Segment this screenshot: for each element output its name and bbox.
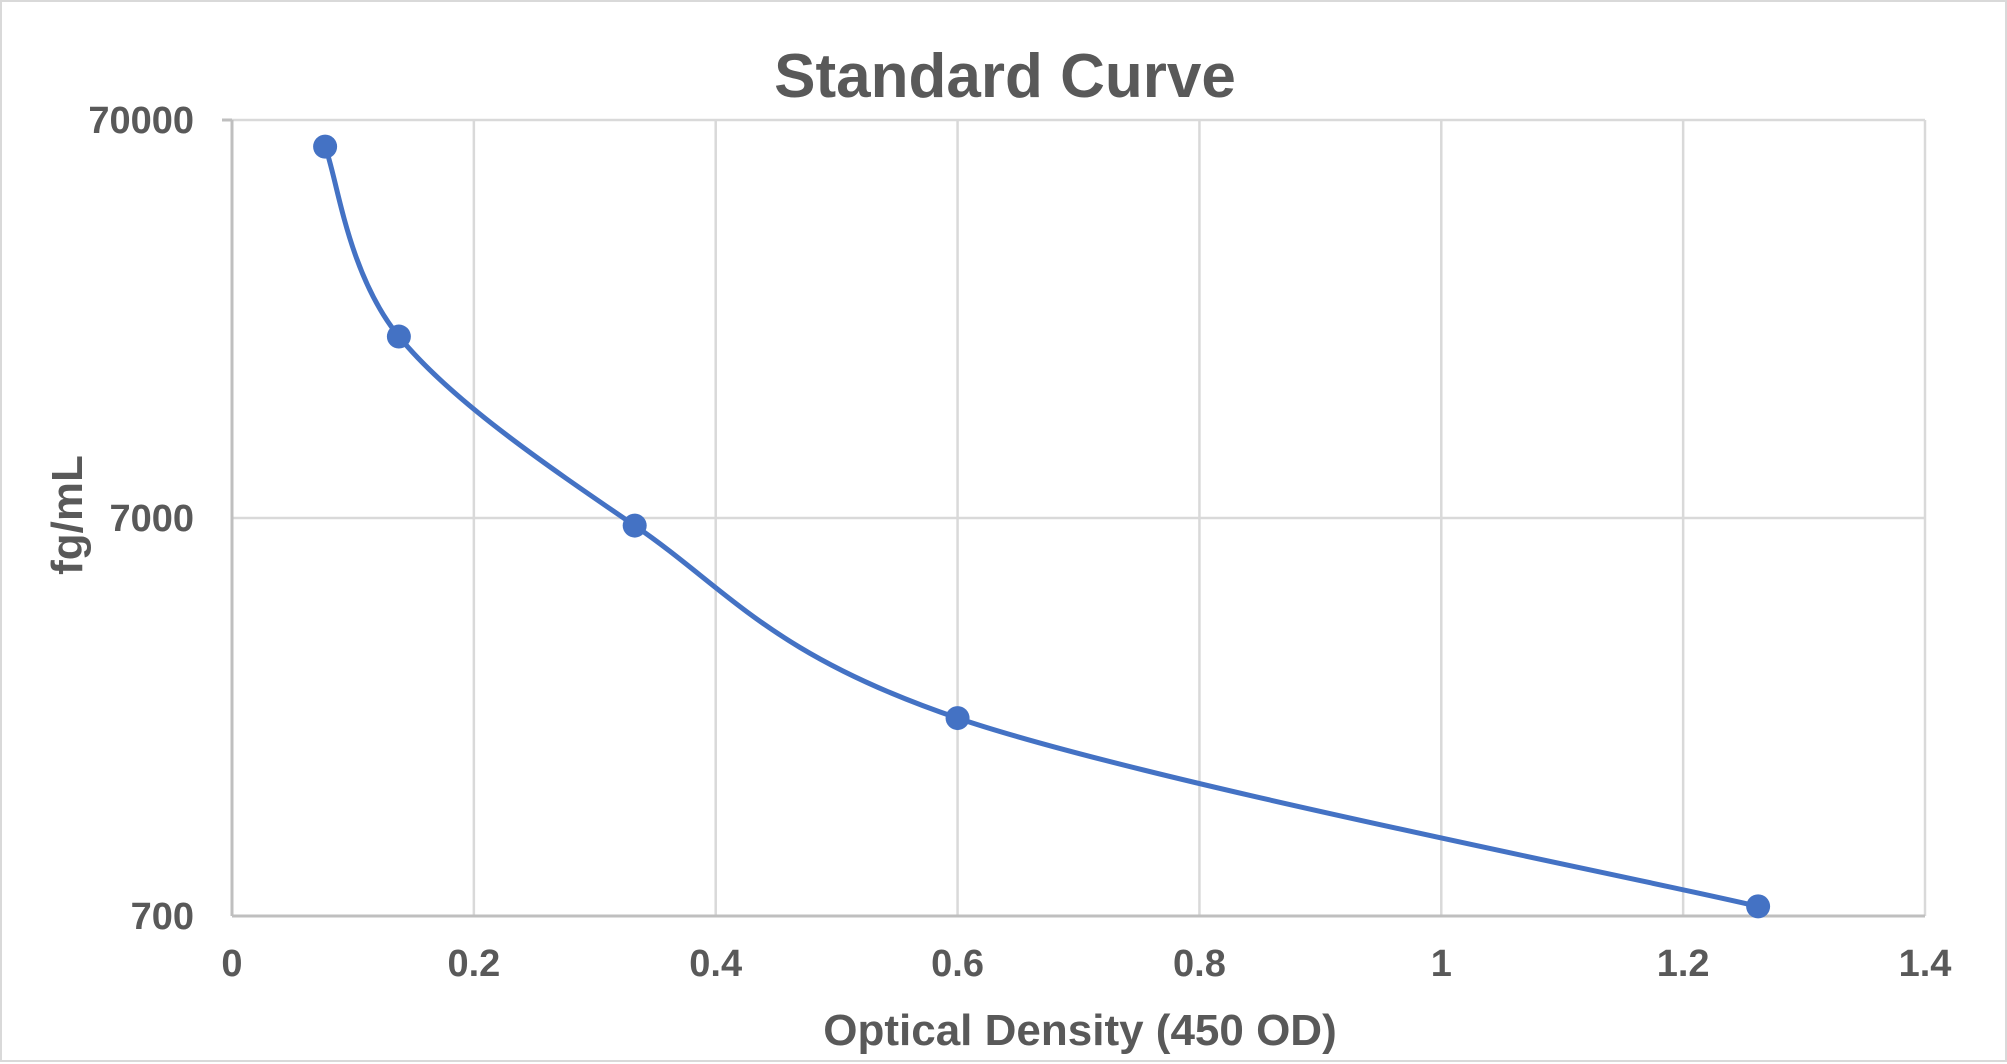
data-point [622, 513, 647, 538]
x-tick-label: 0.6 [931, 943, 984, 985]
data-point [1746, 894, 1771, 919]
x-axis-label: Optical Density (450 OD) [823, 1006, 1336, 1055]
x-tick-label: 1.4 [1899, 943, 1952, 985]
tick-labels: 0 0.2 0.4 0.6 0.8 1 1.2 1.4 70000 7000 700 [88, 100, 1951, 985]
grid-lines [232, 118, 1927, 916]
x-tick-label: 1.2 [1657, 943, 1710, 985]
y-tick-label: 70000 [88, 100, 194, 142]
y-tick-label: 700 [131, 896, 194, 938]
chart-title: Standard Curve [774, 42, 1236, 111]
x-tick-label: 0.8 [1173, 943, 1226, 985]
y-tick-label: 7000 [109, 498, 194, 540]
data-point [313, 134, 338, 159]
x-tick-label: 0.2 [447, 943, 500, 985]
data-point [386, 324, 411, 349]
x-tick-label: 1 [1431, 943, 1452, 985]
axes [222, 118, 1925, 918]
data-point [945, 706, 970, 731]
x-tick-label: 0 [221, 943, 242, 985]
x-tick-label: 0.4 [689, 943, 742, 985]
data-points [313, 134, 1771, 919]
y-axis-label: fg/mL [43, 455, 92, 575]
series-line [322, 144, 1761, 909]
